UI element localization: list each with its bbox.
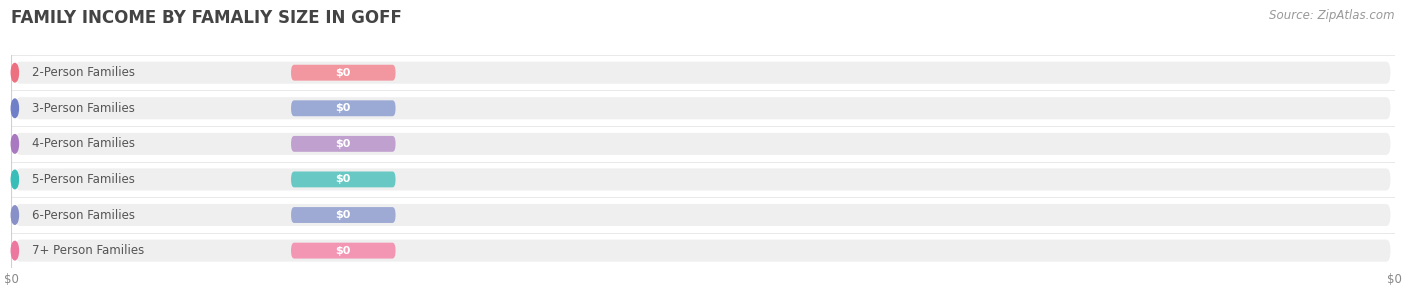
Text: 2-Person Families: 2-Person Families bbox=[32, 66, 135, 79]
FancyBboxPatch shape bbox=[15, 97, 1391, 119]
Text: 4-Person Families: 4-Person Families bbox=[32, 137, 135, 150]
Text: 5-Person Families: 5-Person Families bbox=[32, 173, 135, 186]
FancyBboxPatch shape bbox=[15, 133, 1391, 155]
Text: Source: ZipAtlas.com: Source: ZipAtlas.com bbox=[1270, 9, 1395, 22]
Text: $0: $0 bbox=[336, 139, 352, 149]
Text: 3-Person Families: 3-Person Families bbox=[32, 102, 135, 115]
Text: $0: $0 bbox=[336, 210, 352, 220]
FancyBboxPatch shape bbox=[291, 171, 395, 187]
Text: $0: $0 bbox=[336, 246, 352, 256]
Circle shape bbox=[11, 99, 18, 117]
Circle shape bbox=[11, 170, 18, 189]
FancyBboxPatch shape bbox=[291, 65, 395, 81]
Text: FAMILY INCOME BY FAMALIY SIZE IN GOFF: FAMILY INCOME BY FAMALIY SIZE IN GOFF bbox=[11, 9, 402, 27]
Circle shape bbox=[11, 206, 18, 224]
FancyBboxPatch shape bbox=[15, 168, 1391, 190]
FancyBboxPatch shape bbox=[291, 207, 395, 223]
FancyBboxPatch shape bbox=[15, 204, 1391, 226]
Text: $0: $0 bbox=[336, 174, 352, 185]
Text: 6-Person Families: 6-Person Families bbox=[32, 209, 135, 221]
FancyBboxPatch shape bbox=[15, 240, 1391, 262]
Circle shape bbox=[11, 63, 18, 82]
Circle shape bbox=[11, 135, 18, 153]
FancyBboxPatch shape bbox=[291, 100, 395, 116]
Circle shape bbox=[11, 241, 18, 260]
FancyBboxPatch shape bbox=[15, 62, 1391, 84]
Text: $0: $0 bbox=[336, 103, 352, 113]
FancyBboxPatch shape bbox=[291, 136, 395, 152]
Text: 7+ Person Families: 7+ Person Families bbox=[32, 244, 145, 257]
Text: $0: $0 bbox=[336, 68, 352, 78]
FancyBboxPatch shape bbox=[291, 243, 395, 259]
